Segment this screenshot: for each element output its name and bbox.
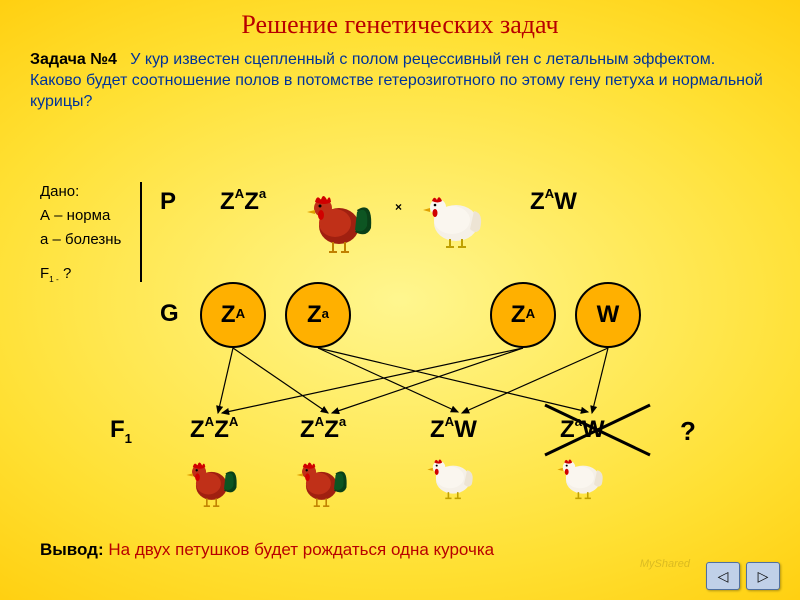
task-body: У кур известен сцепленный с полом рецесс… xyxy=(30,51,763,110)
task-text: Задача №4 У кур известен сцепленный с по… xyxy=(0,40,800,116)
f1-genotype-2: ZAW xyxy=(430,416,477,444)
given-line1: А – норма xyxy=(40,204,121,228)
parent-male-genotype: ZAZa xyxy=(220,188,266,216)
f1-genotype-3: ZaW xyxy=(560,416,605,444)
f1-label: F1 xyxy=(110,416,132,446)
given-block: Дано: А – норма а – болезнь F1 - ? xyxy=(40,180,121,286)
gamete-1: Za xyxy=(285,282,351,348)
next-button[interactable]: ▷ xyxy=(746,562,780,590)
nav-buttons: ◁ ▷ xyxy=(706,562,780,590)
gamete-3: W xyxy=(575,282,641,348)
rooster-icon xyxy=(185,450,240,514)
conclusion-label: Вывод: xyxy=(40,540,108,559)
parent-female-genotype: ZAW xyxy=(530,188,577,216)
conclusion: Вывод: На двух петушков будет рождаться … xyxy=(40,540,494,560)
prev-button[interactable]: ◁ xyxy=(706,562,740,590)
given-heading: Дано: xyxy=(40,180,121,204)
given-query: F1 - ? xyxy=(40,262,121,286)
given-line2: а – болезнь xyxy=(40,228,121,252)
cross-symbol: × xyxy=(395,200,402,214)
hen-icon xyxy=(425,450,480,506)
hen-icon xyxy=(420,185,490,255)
gamete-0: ZA xyxy=(200,282,266,348)
watermark: MyShared xyxy=(640,558,690,570)
page-title: Решение генетических задач xyxy=(0,0,800,40)
f1-genotype-0: ZAZA xyxy=(190,416,238,444)
hen-icon xyxy=(555,450,610,506)
rooster-icon xyxy=(305,180,375,260)
gamete-label: G xyxy=(160,300,179,328)
rooster-icon xyxy=(295,450,350,514)
f1-genotype-1: ZAZa xyxy=(300,416,346,444)
question-mark: ? xyxy=(680,416,696,447)
task-label: Задача №4 xyxy=(30,51,117,68)
conclusion-text: На двух петушков будет рождаться одна ку… xyxy=(108,540,494,559)
parent-label: P xyxy=(160,188,176,216)
gamete-2: ZA xyxy=(490,282,556,348)
given-divider xyxy=(140,182,142,282)
